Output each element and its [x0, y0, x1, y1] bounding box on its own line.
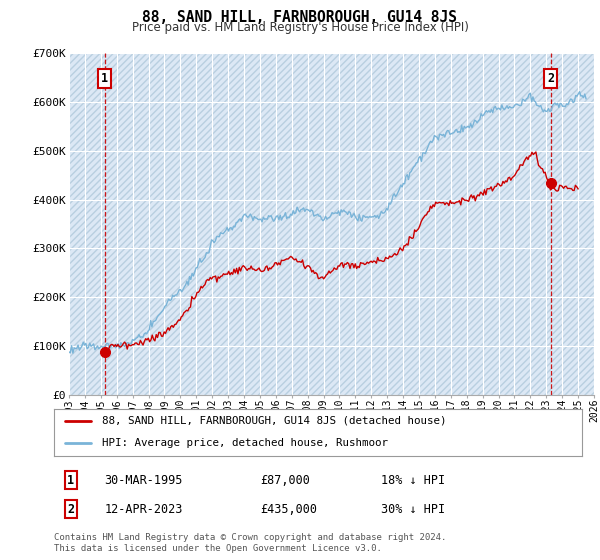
Text: 1: 1	[101, 72, 109, 85]
Text: 2: 2	[67, 502, 74, 516]
Text: 30% ↓ HPI: 30% ↓ HPI	[382, 502, 445, 516]
Text: Contains HM Land Registry data © Crown copyright and database right 2024.
This d: Contains HM Land Registry data © Crown c…	[54, 533, 446, 553]
Text: £87,000: £87,000	[260, 474, 310, 487]
Text: 88, SAND HILL, FARNBOROUGH, GU14 8JS (detached house): 88, SAND HILL, FARNBOROUGH, GU14 8JS (de…	[101, 416, 446, 426]
Text: Price paid vs. HM Land Registry's House Price Index (HPI): Price paid vs. HM Land Registry's House …	[131, 21, 469, 34]
Text: HPI: Average price, detached house, Rushmoor: HPI: Average price, detached house, Rush…	[101, 438, 388, 448]
Text: 18% ↓ HPI: 18% ↓ HPI	[382, 474, 445, 487]
Text: 12-APR-2023: 12-APR-2023	[104, 502, 182, 516]
Text: 1: 1	[67, 474, 74, 487]
Text: 2: 2	[547, 72, 554, 85]
Text: 30-MAR-1995: 30-MAR-1995	[104, 474, 182, 487]
Text: £435,000: £435,000	[260, 502, 317, 516]
Text: 88, SAND HILL, FARNBOROUGH, GU14 8JS: 88, SAND HILL, FARNBOROUGH, GU14 8JS	[143, 10, 458, 25]
